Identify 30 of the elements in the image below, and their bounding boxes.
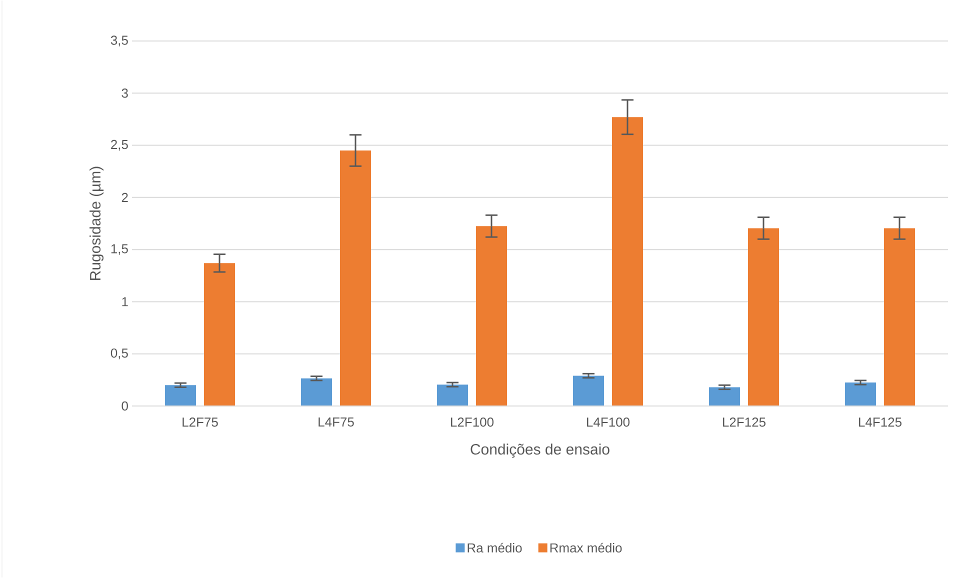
bar [340, 150, 371, 406]
bar [612, 117, 643, 406]
y-tick-label: 1 [122, 297, 128, 306]
bar [301, 378, 332, 406]
x-tick-label: L4F125 [859, 418, 902, 427]
x-tick-label: L2F125 [723, 418, 766, 427]
bar [204, 263, 235, 406]
legend-label: Rmax médio [550, 542, 622, 553]
bar [709, 387, 740, 406]
y-tick-label: 0 [122, 401, 128, 411]
bar [437, 384, 468, 406]
y-tick-label: 0,5 [110, 348, 128, 360]
x-tick-label: L4F100 [587, 418, 630, 427]
bar [165, 385, 196, 406]
bar [573, 376, 604, 406]
bar [884, 228, 916, 406]
y-tick-label: 3,5 [110, 36, 128, 46]
y-tick-label: 2,5 [111, 140, 128, 151]
x-tick-label: L2F100 [451, 418, 494, 427]
bar [476, 226, 507, 406]
y-tick-label: 2 [122, 192, 128, 202]
x-tick-label: L2F75 [182, 418, 218, 427]
x-axis-title: Condições de ensaio [470, 444, 610, 458]
y-tick-label: 3 [122, 88, 128, 98]
legend-label: Ra médio [468, 542, 522, 553]
bar [845, 382, 876, 406]
y-tick-label: 1,5 [111, 244, 128, 255]
bar [748, 228, 780, 406]
y-axis-title: Rugosidade (µm) [90, 166, 104, 280]
x-tick-label: L4F75 [318, 418, 354, 427]
